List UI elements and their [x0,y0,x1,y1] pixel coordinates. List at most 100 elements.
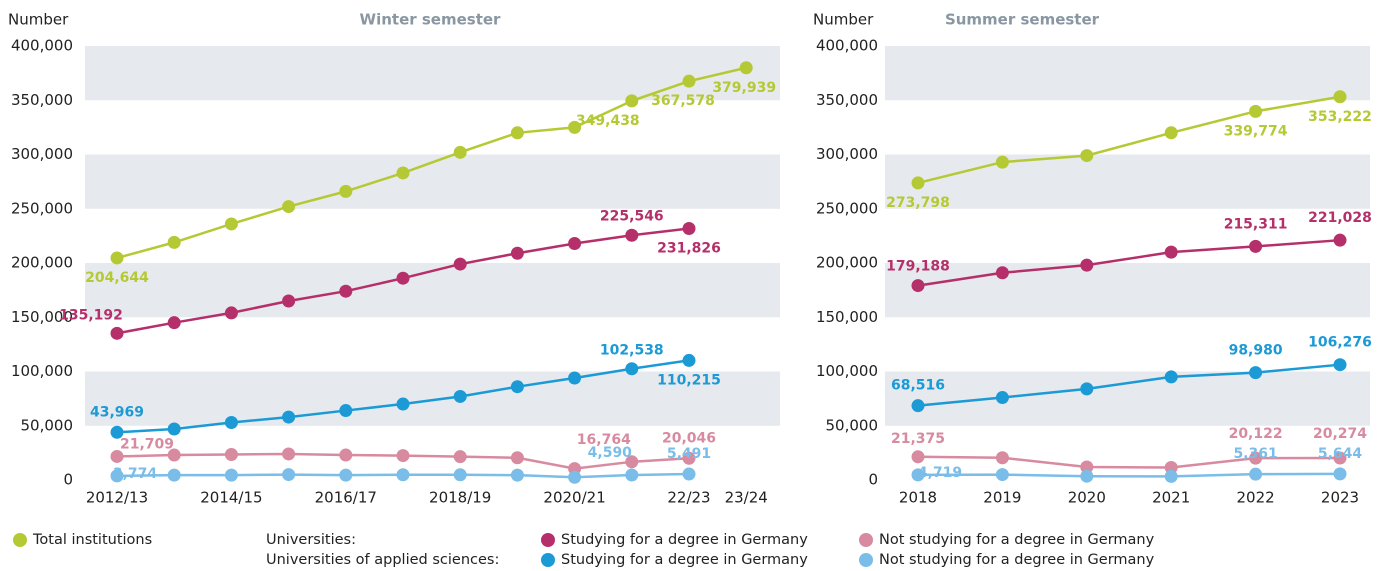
data-label: 204,644 [85,270,149,286]
data-point [1164,126,1178,140]
legend-label: Studying for a degree in Germany [561,552,808,568]
data-label: 215,311 [1224,216,1288,232]
data-point [224,415,238,429]
data-point [1249,467,1263,481]
data-point [995,391,1009,405]
data-point [1249,104,1263,118]
data-point [282,410,296,424]
data-point [167,468,181,482]
data-point [453,389,467,403]
data-point [1080,382,1094,396]
y-tick-label: 350,000 [816,91,878,109]
data-point [1249,451,1263,465]
legend-label: Not studying for a degree in Germany [879,552,1155,568]
series-line [917,238,1341,287]
data-point [396,166,410,180]
data-point [739,61,753,75]
data-point [1080,258,1094,272]
data-point [1080,460,1094,474]
legend-group: Universities of applied sciences: [266,552,499,568]
y-tick-label: 150,000 [816,308,878,326]
data-label: 106,276 [1308,335,1372,351]
data-label: 21,375 [891,431,945,447]
y-axis-label: Number [813,11,874,29]
data-point [625,468,639,482]
data-label: 4,590 [588,445,633,461]
legend-marker [859,533,873,547]
data-point [167,448,181,462]
data-label: 43,969 [90,404,144,420]
y-tick-label: 50,000 [826,416,879,434]
data-point [911,279,925,293]
x-tick-label: 2022 [1237,489,1275,507]
data-point [1333,451,1347,465]
grid-band [885,154,1370,209]
x-tick-label: 2018 [899,489,937,507]
data-point [510,246,524,260]
data-label: 20,274 [1313,426,1367,442]
data-point [339,468,353,482]
grid-band [885,46,1370,101]
grid-band [85,371,780,426]
x-tick-label: 2016/17 [315,489,377,507]
data-point [625,362,639,376]
data-point [282,200,296,214]
series-line [116,66,747,260]
grid-band [885,371,1370,426]
data-label: 20,046 [662,430,716,446]
data-label: 273,798 [886,195,950,211]
data-point [339,184,353,198]
series-line [917,95,1341,185]
data-point [1249,366,1263,380]
data-point [682,451,696,465]
x-tick-label: 2020 [1068,489,1106,507]
grid-band [85,46,780,101]
data-label: 349,438 [576,113,640,129]
data-point [453,450,467,464]
data-point [1333,90,1347,104]
data-label: 4,719 [918,465,962,481]
data-point [339,404,353,418]
data-label: 102,538 [600,343,664,359]
data-point [510,468,524,482]
data-point [995,468,1009,482]
data-point [453,468,467,482]
series-line [917,455,1341,469]
series-line [917,472,1341,478]
data-point [1164,245,1178,259]
series-line [917,363,1341,407]
data-point [167,235,181,249]
y-tick-label: 250,000 [816,199,878,217]
data-label: 379,939 [712,80,776,96]
data-point [224,448,238,462]
data-point [453,145,467,159]
data-point [682,221,696,235]
data-point [682,353,696,367]
x-tick-label: 2018/19 [429,489,491,507]
y-tick-label: 100,000 [816,362,878,380]
data-point [110,425,124,439]
data-label: 221,028 [1308,210,1372,226]
x-tick-label: 2012/13 [86,489,148,507]
y-axis-label: Number [8,11,69,29]
data-point [224,306,238,320]
data-point [1164,461,1178,475]
data-point [453,257,467,271]
data-label: 20,122 [1229,426,1283,442]
legend-marker [541,553,555,567]
data-point [682,467,696,481]
data-point [167,316,181,330]
legend-marker [13,533,27,547]
data-label: 21,709 [120,436,174,452]
data-label: 68,516 [891,378,945,394]
y-tick-label: 350,000 [11,91,73,109]
data-label: 5,644 [1318,446,1363,462]
data-point [995,451,1009,465]
data-point [911,399,925,413]
data-point [625,228,639,242]
y-tick-label: 300,000 [11,145,73,163]
data-point [568,371,582,385]
data-label: 5,491 [667,446,711,462]
data-point [339,448,353,462]
y-tick-label: 100,000 [11,362,73,380]
